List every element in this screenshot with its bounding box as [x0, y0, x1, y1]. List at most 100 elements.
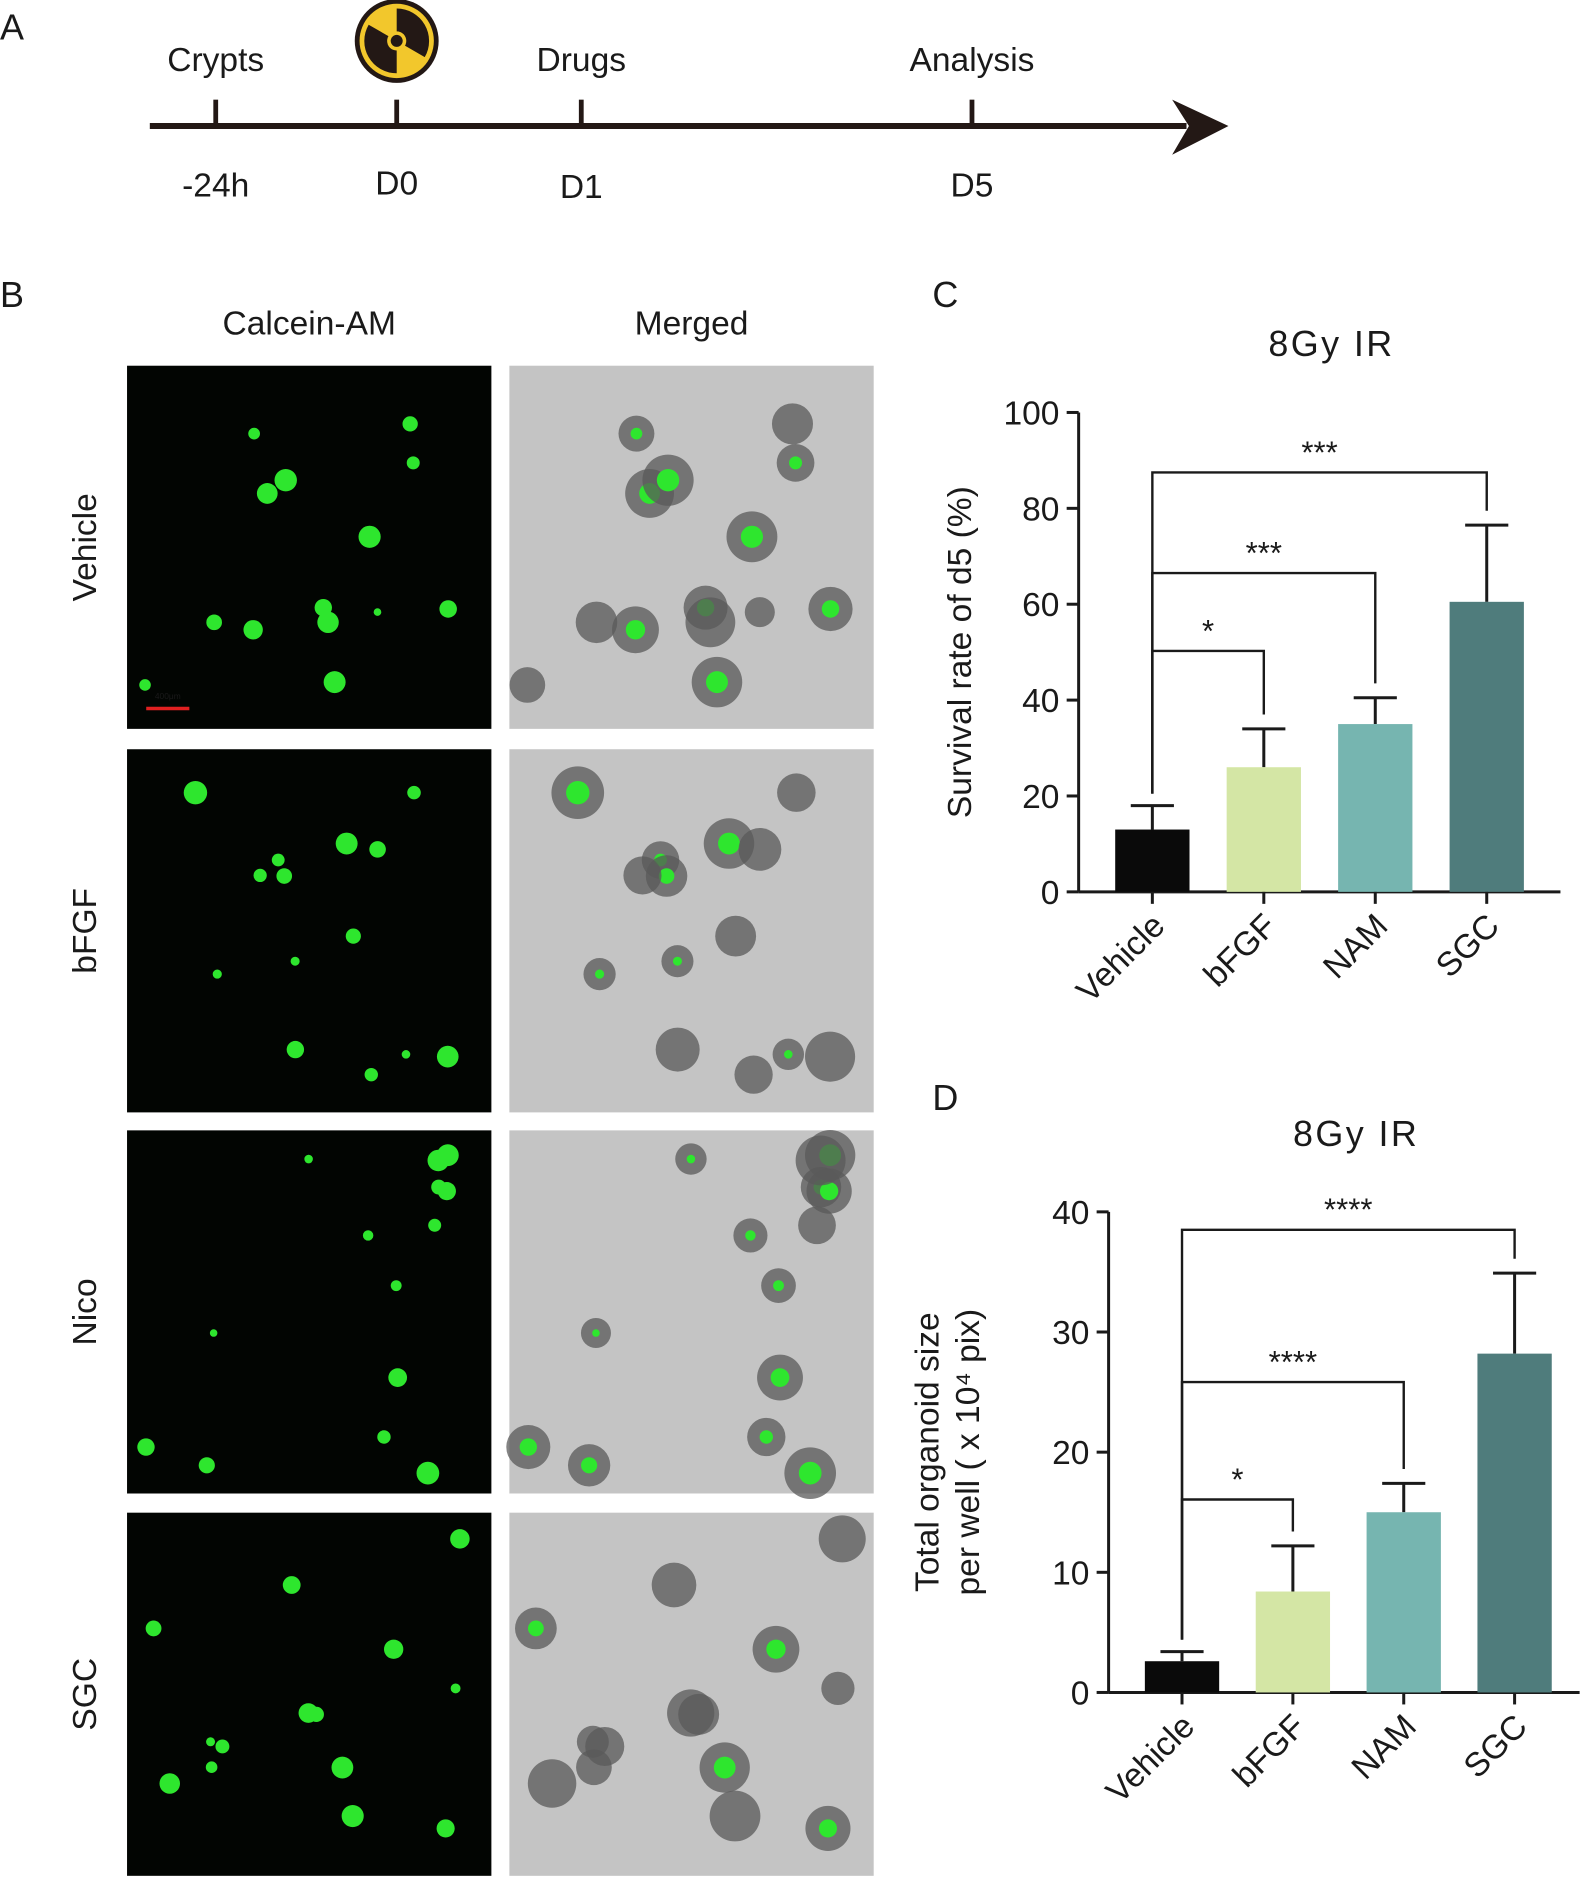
green-signal: [308, 1706, 324, 1722]
green-signal: [215, 1739, 230, 1754]
timeline-time: D1: [560, 169, 603, 206]
timeline-time: D5: [951, 168, 994, 205]
green-signal: [290, 956, 300, 966]
green-signal: [566, 780, 590, 805]
green-signal: [436, 1045, 459, 1068]
green-signal: [253, 868, 267, 883]
bar: [1115, 829, 1190, 892]
organoid: [715, 915, 757, 957]
green-signal: [345, 928, 361, 944]
green-signal: [198, 1457, 215, 1474]
y-tick-label: 100: [1003, 395, 1059, 432]
green-signal: [407, 785, 421, 800]
y-tick-label: 20: [1052, 1435, 1089, 1472]
organoid: [685, 597, 736, 648]
green-signal: [436, 1819, 455, 1838]
green-signal: [274, 468, 297, 492]
organoid: [734, 1055, 773, 1094]
green-signal: [286, 1040, 305, 1059]
significance-bracket: [1151, 471, 1488, 794]
timeline-time: -24h: [182, 168, 249, 205]
y-tick-label: 80: [1022, 491, 1059, 528]
green-signal: [271, 853, 285, 867]
green-signal: [437, 1181, 456, 1201]
organoid: [805, 1031, 856, 1082]
chart-title: 8Gy IR: [1293, 1113, 1419, 1154]
organoid: [777, 773, 816, 812]
green-signal: [335, 832, 358, 855]
x-tick-label: bFGF: [1197, 907, 1284, 994]
significance-label: *: [1231, 1462, 1243, 1497]
timeline-arrow: [1172, 99, 1229, 155]
organoid: [798, 1206, 836, 1245]
green-signal: [276, 868, 293, 884]
green-signal: [705, 671, 728, 694]
timeline-time: D0: [375, 165, 418, 202]
timeline-ticks: [213, 99, 975, 127]
timeline-event: Analysis: [910, 42, 1035, 79]
green-signal: [323, 671, 346, 694]
green-signal: [745, 1230, 756, 1241]
green-signal: [784, 1050, 793, 1059]
significance-label: ****: [1269, 1344, 1318, 1379]
green-signal: [243, 620, 263, 640]
green-signal: [625, 620, 646, 640]
row-label: Vehicle: [67, 493, 104, 601]
green-signal: [630, 427, 643, 440]
significance-label: ***: [1246, 535, 1282, 570]
bar: [1366, 1512, 1441, 1693]
green-signal: [183, 780, 208, 805]
y-axis-label: per well ( x 10⁴ pix): [950, 1309, 987, 1596]
bar: [1449, 601, 1524, 892]
green-signal: [820, 1181, 839, 1201]
green-signal: [331, 1756, 354, 1779]
green-signal: [212, 969, 222, 979]
organoid: [771, 403, 814, 445]
green-signal: [658, 868, 675, 884]
green-signal: [450, 1683, 461, 1694]
significance-label: ****: [1324, 1192, 1373, 1227]
green-signal: [759, 1430, 773, 1444]
x-tick-label: Vehicle: [1070, 907, 1173, 1010]
green-signal: [519, 1438, 538, 1456]
bar: [1226, 767, 1301, 892]
x-tick-label: NAM: [1345, 1708, 1424, 1787]
green-signal: [341, 1804, 364, 1828]
organoid: [655, 1027, 700, 1072]
green-signal: [686, 1154, 696, 1164]
green-signal: [206, 1737, 216, 1747]
y-tick-label: 20: [1022, 779, 1059, 816]
green-signal: [798, 1461, 822, 1485]
significance-label: ***: [1301, 435, 1337, 470]
green-signal: [789, 456, 803, 470]
green-signal: [362, 1230, 374, 1241]
organoid: [585, 1726, 625, 1766]
organoid: [709, 1790, 761, 1842]
organoid: [795, 1135, 846, 1186]
green-signal: [388, 1368, 408, 1387]
green-signal: [304, 1154, 313, 1164]
green-signal: [439, 600, 457, 618]
green-signal: [402, 416, 418, 432]
green-signal: [773, 1280, 784, 1292]
green-signal: [377, 1430, 391, 1444]
timeline-event: Drugs: [537, 42, 627, 79]
green-signal: [384, 1639, 404, 1659]
green-signal: [364, 1067, 378, 1082]
green-signal: [527, 1620, 544, 1637]
organoid: [509, 667, 546, 703]
green-signal: [401, 1050, 411, 1059]
organoid: [651, 1562, 697, 1608]
scale-bar-label: 400μm: [155, 691, 181, 701]
x-tick-label: bFGF: [1226, 1708, 1313, 1795]
y-tick-label: 10: [1052, 1555, 1089, 1592]
green-signal: [256, 483, 278, 504]
green-signal: [450, 1529, 470, 1549]
green-signal: [656, 468, 680, 492]
row-label: bFGF: [67, 888, 104, 974]
y-axis-label: Total organoid size: [909, 1312, 946, 1592]
row-label: SGC: [67, 1658, 104, 1731]
green-signal: [581, 1457, 598, 1474]
green-signal: [317, 611, 339, 634]
